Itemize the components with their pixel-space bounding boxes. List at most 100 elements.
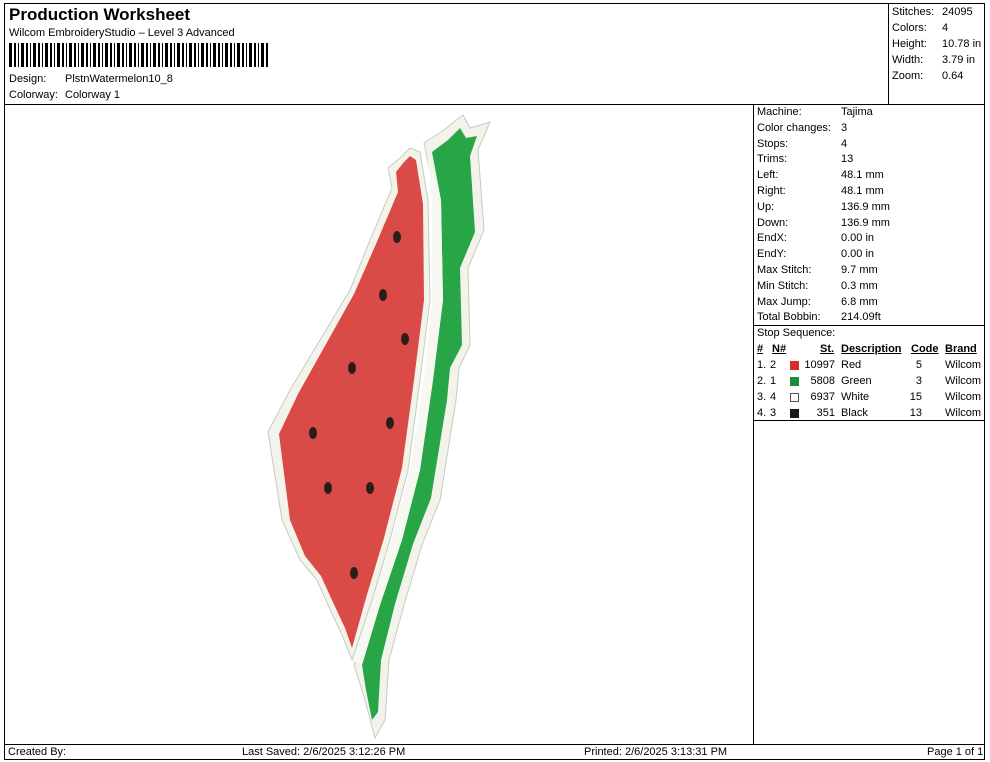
stat-zoom: Zoom: 0.64 bbox=[892, 70, 963, 82]
info-label: Left: bbox=[757, 169, 779, 182]
col-header-needle: N# bbox=[772, 343, 787, 355]
info-label: EndY: bbox=[757, 248, 787, 261]
info-row: Trims: 13 bbox=[757, 153, 853, 165]
info-value: 6.8 mm bbox=[841, 295, 878, 308]
info-value: 9.7 mm bbox=[841, 264, 878, 276]
info-row: Right: 48.1 mm bbox=[757, 185, 884, 197]
info-label: Max Stitch: bbox=[757, 264, 812, 276]
col-header-brand: Brand bbox=[945, 343, 977, 355]
design-row: Design: PlstnWatermelon10_8 bbox=[9, 73, 173, 85]
stat-label: Zoom: bbox=[892, 70, 924, 82]
info-value: 0.00 in bbox=[841, 248, 875, 261]
info-value: 0.00 in bbox=[841, 232, 875, 245]
info-value: 214.09ft bbox=[841, 311, 881, 324]
col-header-description: Description bbox=[841, 343, 902, 355]
info-label: Right: bbox=[757, 185, 786, 197]
info-label: Stops: bbox=[757, 137, 789, 150]
design-label: Design: bbox=[9, 73, 47, 85]
seq-cell-n: 4 bbox=[770, 391, 777, 403]
info-label: Up: bbox=[757, 200, 775, 213]
red-slice bbox=[279, 156, 424, 648]
stat-value: 10.78 in bbox=[942, 38, 982, 50]
info-row: Left: 48.1 mm bbox=[757, 169, 884, 181]
col-header-stitches: St. bbox=[820, 343, 835, 355]
page-title: Production Worksheet bbox=[9, 5, 191, 24]
seq-cell-st: 5808 bbox=[810, 375, 835, 387]
info-label: Min Stitch: bbox=[757, 279, 809, 292]
col-header-code: Code bbox=[911, 343, 939, 355]
seq-cell-code: 5 bbox=[915, 359, 922, 371]
footer-bar bbox=[4, 744, 985, 760]
info-label: EndX: bbox=[757, 232, 787, 245]
info-label: Total Bobbin: bbox=[757, 311, 821, 324]
color-swatch bbox=[790, 393, 799, 402]
info-row: Total Bobbin: 214.09ft bbox=[757, 311, 881, 323]
seq-cell-desc: Red bbox=[841, 359, 862, 371]
info-value: 0.3 mm bbox=[841, 279, 878, 292]
info-value: 48.1 mm bbox=[841, 185, 884, 197]
info-value: 136.9 mm bbox=[841, 216, 890, 229]
info-value: Tajima bbox=[841, 106, 873, 118]
seq-cell-desc: Green bbox=[841, 375, 872, 387]
green-strip bbox=[362, 128, 477, 720]
color-swatch bbox=[790, 361, 799, 370]
stat-label: Stitches: bbox=[892, 6, 935, 18]
info-row: EndX: 0.00 in bbox=[757, 232, 874, 244]
divider bbox=[753, 420, 985, 421]
info-value: 13 bbox=[841, 153, 854, 166]
seq-cell-n: 1 bbox=[770, 375, 777, 387]
software-subtitle: Wilcom EmbroideryStudio – Level 3 Advanc… bbox=[9, 27, 235, 39]
barcode bbox=[9, 43, 268, 67]
stat-value: 0.64 bbox=[942, 70, 964, 82]
created-by: Created By: bbox=[8, 746, 67, 758]
info-label: Max Jump: bbox=[757, 295, 811, 308]
divider bbox=[753, 325, 985, 326]
seq-cell-brand: Wilcom bbox=[945, 407, 982, 419]
stat-value: 3.79 in bbox=[942, 54, 976, 66]
seq-cell-brand: Wilcom bbox=[945, 359, 982, 371]
info-value: 136.9 mm bbox=[841, 200, 890, 213]
stat-stitches: Stitches: 24095 bbox=[892, 6, 973, 18]
seq-cell-desc: Black bbox=[841, 407, 868, 419]
seq-cell-num: 2. bbox=[757, 375, 767, 387]
col-header-num: # bbox=[757, 343, 764, 355]
info-row: EndY: 0.00 in bbox=[757, 248, 874, 260]
color-swatch bbox=[790, 409, 799, 418]
seq-cell-st: 351 bbox=[816, 407, 835, 419]
page-number: Page 1 of 1 bbox=[927, 746, 984, 758]
info-value: 4 bbox=[841, 137, 848, 150]
seq-cell-num: 3. bbox=[757, 391, 767, 403]
seq-cell-num: 1. bbox=[757, 359, 767, 371]
design-value: PlstnWatermelon10_8 bbox=[65, 73, 173, 85]
seeds bbox=[309, 231, 409, 579]
info-row: Stops: 4 bbox=[757, 138, 847, 150]
seq-cell-code: 13 bbox=[909, 407, 922, 419]
stat-value: 4 bbox=[942, 22, 949, 34]
info-row: Max Stitch: 9.7 mm bbox=[757, 264, 878, 276]
seq-cell-code: 15 bbox=[909, 391, 922, 403]
stat-width: Width: 3.79 in bbox=[892, 54, 975, 66]
seq-cell-brand: Wilcom bbox=[945, 375, 982, 387]
info-row: Min Stitch: 0.3 mm bbox=[757, 280, 878, 292]
stat-value: 24095 bbox=[942, 6, 973, 18]
info-value: 3 bbox=[841, 121, 848, 134]
info-value: 48.1 mm bbox=[841, 169, 884, 182]
info-label: Color changes: bbox=[757, 121, 831, 134]
seq-cell-desc: White bbox=[841, 391, 870, 403]
stat-height: Height: 10.78 in bbox=[892, 38, 981, 50]
colorway-row: Colorway: Colorway 1 bbox=[9, 89, 120, 101]
stop-sequence-title: Stop Sequence: bbox=[757, 327, 836, 339]
stat-colors: Colors: 4 bbox=[892, 22, 948, 34]
colorway-value: Colorway 1 bbox=[65, 89, 121, 101]
color-swatch bbox=[790, 377, 799, 386]
last-saved: Last Saved: 2/6/2025 3:12:26 PM bbox=[242, 746, 406, 758]
info-row: Up: 136.9 mm bbox=[757, 201, 890, 213]
seq-cell-st: 6937 bbox=[810, 391, 835, 403]
printed-date: Printed: 2/6/2025 3:13:31 PM bbox=[584, 746, 728, 758]
info-label: Down: bbox=[757, 216, 789, 229]
info-row: Down: 136.9 mm bbox=[757, 217, 890, 229]
seq-cell-num: 4. bbox=[757, 407, 767, 419]
stat-label: Colors: bbox=[892, 22, 927, 34]
seq-cell-n: 3 bbox=[770, 407, 777, 419]
seq-cell-n: 2 bbox=[770, 359, 777, 371]
